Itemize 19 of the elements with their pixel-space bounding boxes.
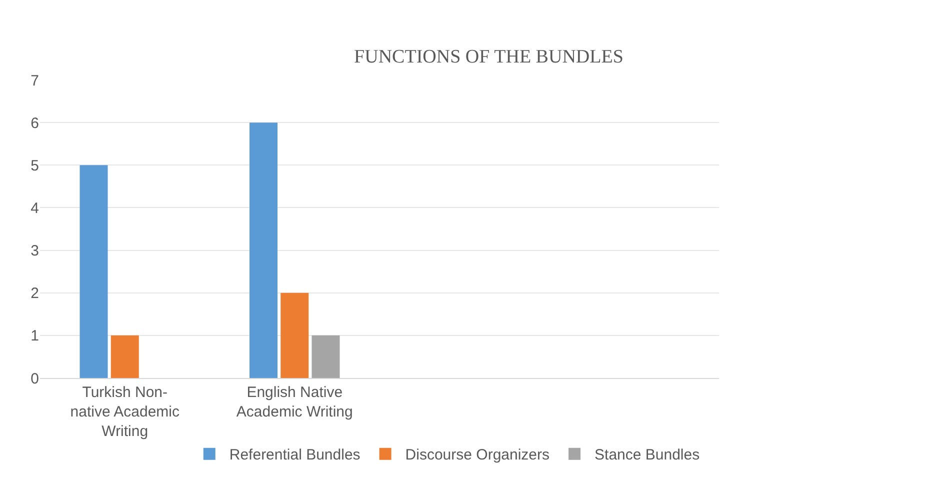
y-tick-label: 4	[30, 200, 39, 217]
legend-label: Referential Bundles	[229, 446, 360, 464]
y-tick-label: 7	[30, 72, 39, 90]
y-tick-label: 3	[30, 242, 39, 260]
legend-label: Discourse Organizers	[405, 446, 550, 464]
x-tick-label: Turkish Non-native Academic Writing	[70, 384, 180, 440]
legend-label: Stance Bundles	[594, 446, 700, 464]
bar	[110, 335, 139, 378]
x-tick-label: English Native Academic Writing	[236, 384, 353, 420]
chart-title: FUNCTIONS OF THE BUNDLES	[354, 46, 624, 68]
y-tick-label: 6	[30, 114, 39, 132]
y-tick-label: 0	[30, 370, 39, 388]
y-tick-label: 2	[30, 285, 39, 302]
bar	[250, 122, 278, 378]
bar	[312, 335, 340, 378]
bar	[280, 292, 309, 378]
bar	[80, 165, 108, 378]
y-tick-label: 5	[30, 157, 39, 174]
y-tick-label: 1	[30, 328, 39, 345]
